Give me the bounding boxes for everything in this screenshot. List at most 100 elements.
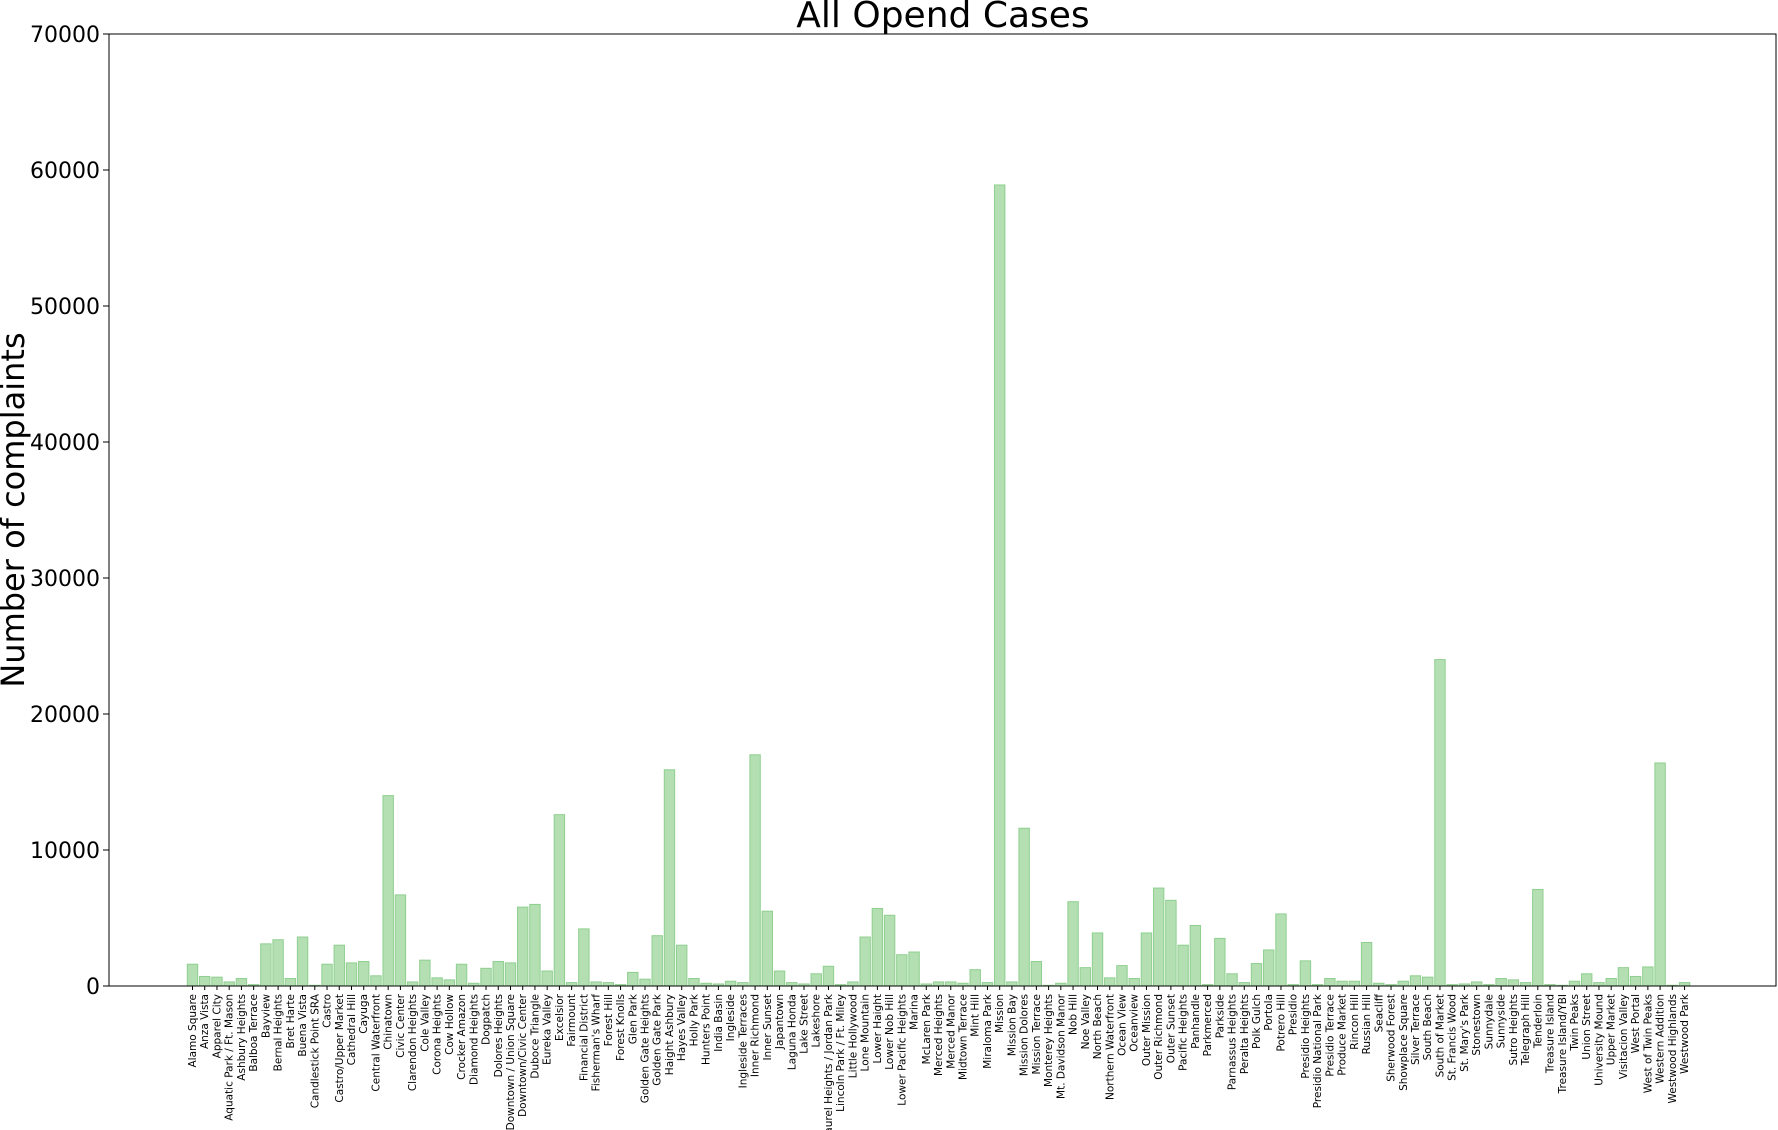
x-tick-label: Produce Market — [1337, 994, 1349, 1076]
x-tick-label: Mission — [994, 994, 1006, 1033]
x-tick-label: Holly Park — [688, 993, 700, 1046]
x-tick-label: Portola — [1263, 994, 1275, 1031]
bar — [1214, 937, 1226, 987]
bar — [883, 914, 896, 987]
bar — [517, 906, 529, 987]
chart-title: All Opend Cases — [796, 0, 1089, 36]
bar — [871, 907, 884, 987]
bar — [786, 982, 798, 987]
x-tick-label: Fairmount — [566, 994, 578, 1047]
x-tick-label: Dolores Heights — [493, 994, 505, 1077]
bar — [578, 928, 590, 987]
bar — [1324, 978, 1336, 987]
bar — [908, 951, 920, 987]
x-tick-label: Japantown — [774, 994, 786, 1050]
x-ticks-group: Alamo Square Anza Vista Apparel City Aquati… — [187, 986, 1691, 1130]
x-tick-label: Union Street — [1581, 994, 1593, 1060]
x-tick-label: Inner Sunset — [762, 994, 774, 1061]
x-tick-label: Stonestown — [1471, 994, 1483, 1056]
x-tick-label: Cole Valley — [419, 994, 431, 1052]
x-tick-label: Forest Hill — [603, 994, 615, 1046]
bar — [480, 967, 492, 987]
bar — [822, 965, 835, 987]
y-tick-label: 40000 — [30, 431, 100, 456]
x-tick-label: Cow Hollow — [444, 994, 456, 1055]
x-tick-label: Presidio — [1288, 994, 1300, 1035]
bar — [1030, 961, 1043, 987]
x-tick-label: Showplace Square — [1398, 994, 1410, 1091]
x-tick-label: Hunters Point — [701, 994, 713, 1065]
x-tick-label: Hayes Valley — [676, 994, 688, 1061]
bar — [565, 982, 578, 987]
bar — [639, 978, 651, 987]
x-tick-label: Laguna Honda — [786, 994, 798, 1070]
bar — [663, 769, 676, 987]
plot-frame — [108, 33, 1777, 987]
bar — [443, 979, 456, 987]
x-tick-label: Tenderloin — [1532, 994, 1544, 1049]
bar — [761, 910, 774, 987]
bar — [358, 961, 370, 987]
x-tick-label: St. Mary's Park — [1459, 993, 1471, 1072]
bar — [993, 184, 1006, 987]
x-tick-label: Bret Harte — [285, 994, 297, 1048]
bar — [651, 935, 663, 987]
x-tick-label: Castro/Upper Market — [334, 994, 346, 1103]
bar — [847, 981, 859, 987]
bar — [1678, 982, 1691, 987]
x-tick-label: Excelsior — [554, 993, 566, 1041]
bar — [590, 981, 602, 987]
x-tick-label: Little Hollywood — [847, 994, 859, 1078]
x-tick-label: Westwood Park — [1679, 993, 1691, 1074]
bar — [1263, 949, 1275, 987]
x-tick-label: Westwood Highlands — [1667, 994, 1679, 1104]
bar — [199, 975, 211, 987]
bar — [553, 814, 566, 987]
bars-group — [186, 184, 1691, 987]
bar — [1336, 980, 1348, 987]
x-tick-label: Sutro Heights — [1508, 994, 1520, 1065]
y-tick-label: 70000 — [30, 23, 100, 48]
x-tick-label: Anza Vista — [199, 994, 211, 1049]
bar — [1177, 944, 1189, 987]
x-tick-label: Ingleside — [725, 994, 737, 1041]
x-tick-label: Presidio National Park — [1312, 993, 1324, 1108]
x-tick-label: Lone Mountain — [860, 994, 872, 1071]
x-tick-label: Marina — [909, 994, 921, 1030]
bar — [1152, 887, 1165, 987]
x-tick-label: Silver Terrace — [1410, 994, 1422, 1065]
x-tick-label: Bernal Heights — [273, 994, 285, 1071]
x-tick-label: Mission Terrace — [1031, 994, 1043, 1074]
bar — [896, 954, 908, 987]
x-tick-label: Dogpatch — [481, 994, 493, 1045]
bar — [394, 894, 407, 987]
y-tick-label: 60000 — [30, 159, 100, 184]
x-tick-label: Polk Gulch — [1251, 994, 1263, 1049]
bar — [749, 754, 761, 987]
bar — [773, 970, 786, 987]
x-tick-label: Miraloma Park — [982, 993, 994, 1069]
y-tick-label: 30000 — [30, 567, 100, 592]
x-tick-label: Mint Hill — [970, 994, 982, 1037]
x-tick-label: Telegraph Hill — [1520, 994, 1532, 1066]
bar — [296, 936, 309, 987]
x-tick-label: Lower Pacific Heights — [896, 994, 908, 1106]
bar — [492, 961, 504, 987]
bar — [211, 976, 223, 987]
x-tick-label: Presidio Heights — [1300, 994, 1312, 1079]
bar — [1006, 981, 1018, 987]
bar — [1116, 965, 1128, 987]
bar — [1581, 973, 1593, 987]
bar — [932, 981, 945, 987]
x-tick-label: Glen Park — [627, 993, 639, 1044]
x-tick-label: Crocker Amazon — [456, 994, 468, 1080]
bar — [1422, 976, 1434, 987]
bar — [272, 939, 284, 987]
bar — [406, 981, 419, 987]
bar — [1605, 978, 1617, 987]
x-tick-label: Civic Center — [395, 993, 407, 1058]
x-tick-label: Inner Richmond — [750, 994, 762, 1077]
x-tick-label: Parkmerced — [1202, 994, 1214, 1056]
x-tick-label: Downtown / Union Square — [505, 994, 517, 1130]
